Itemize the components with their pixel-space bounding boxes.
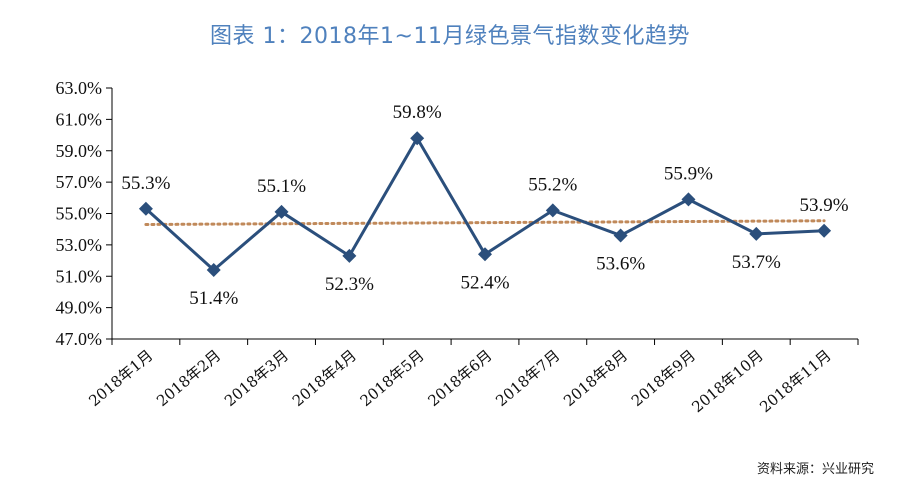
y-tick-label: 47.0% — [56, 329, 103, 349]
y-tick-label: 53.0% — [56, 235, 103, 255]
source-note: 资料来源：兴业研究 — [756, 462, 874, 477]
y-tick-label: 51.0% — [56, 266, 103, 286]
data-point-marker — [478, 247, 492, 262]
data-label: 55.1% — [257, 176, 306, 197]
x-tick-label: 2018年11月 — [756, 346, 834, 416]
data-label: 55.9% — [664, 163, 713, 184]
data-label: 53.6% — [596, 253, 645, 274]
data-point-marker — [274, 204, 289, 219]
y-tick-label: 59.0% — [56, 141, 103, 161]
x-tick-label: 2018年5月 — [357, 346, 428, 410]
data-label: 53.9% — [800, 195, 849, 216]
y-tick-label: 55.0% — [56, 204, 103, 224]
trendline-layer — [144, 219, 826, 226]
data-point-marker — [138, 201, 153, 216]
x-tick-label: 2018年3月 — [221, 346, 292, 410]
data-label: 59.8% — [393, 102, 442, 123]
trendline — [144, 219, 826, 226]
data-label: 55.2% — [528, 174, 577, 195]
data-labels-layer: 55.3% 51.4% 55.1% 52.3% 59.8% 52.4% 55.2% 53.6%… — [121, 102, 848, 309]
y-tick-label: 61.0% — [56, 109, 103, 129]
axes: 47.0% 49.0% 51.0% 53.0% 55.0% 57.0% 59.0% 61.0%… — [56, 78, 859, 416]
y-tick-label: 63.0% — [56, 78, 103, 98]
x-tick-label: 2018年8月 — [560, 346, 631, 410]
data-point-marker — [749, 226, 764, 241]
x-tick-label: 2018年4月 — [289, 346, 360, 410]
data-point-marker — [410, 131, 425, 146]
y-tick-label: 57.0% — [56, 172, 103, 192]
data-label: 53.7% — [732, 252, 781, 273]
data-point-marker — [681, 192, 696, 207]
data-label: 52.4% — [460, 272, 509, 293]
x-tick-label: 2018年9月 — [628, 346, 699, 410]
x-tick-label: 2018年10月 — [688, 346, 766, 416]
x-tick-label: 2018年6月 — [424, 346, 495, 410]
data-label: 52.3% — [325, 274, 374, 295]
data-point-marker — [545, 203, 560, 218]
x-tick-label: 2018年7月 — [492, 346, 563, 410]
chart-title: 图表 1：2018年1~11月绿色景气指数变化趋势 — [210, 24, 690, 49]
data-label: 51.4% — [189, 288, 238, 309]
series-layer — [138, 131, 832, 277]
x-tick-label: 2018年2月 — [153, 346, 224, 410]
data-point-marker — [206, 262, 221, 277]
data-point-marker — [613, 228, 628, 243]
x-tick-label: 2018年1月 — [85, 346, 156, 410]
y-tick-label: 49.0% — [56, 298, 103, 318]
data-point-marker — [817, 223, 832, 238]
data-point-marker — [342, 248, 357, 263]
data-label: 55.3% — [121, 173, 170, 194]
